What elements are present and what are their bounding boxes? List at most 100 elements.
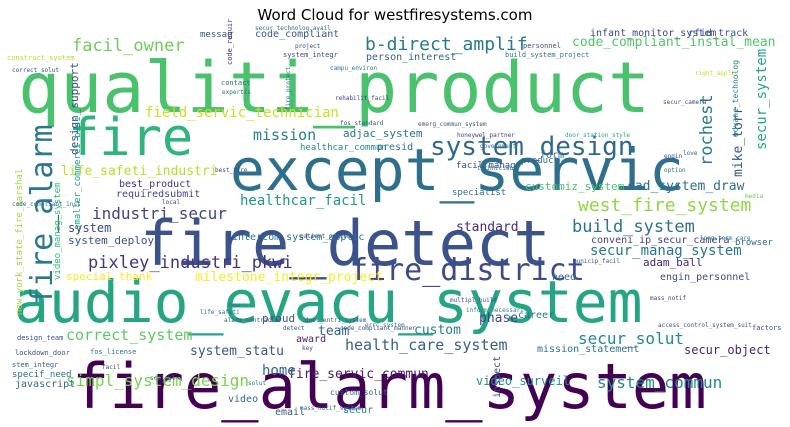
word-cloud-word: secur_manag_system — [590, 243, 742, 259]
word-cloud-word: award — [296, 334, 326, 345]
word-cloud-word: custom — [414, 323, 461, 338]
word-cloud-word: mission — [253, 126, 316, 144]
word-cloud-word: code_requir — [226, 19, 234, 65]
word-cloud-word: government — [480, 143, 517, 150]
word-cloud-word: design_team — [17, 334, 63, 342]
word-cloud-word: mass_notif — [650, 295, 687, 302]
word-cloud-word: long-term_care — [700, 235, 751, 242]
word-cloud-word: correct_system — [66, 326, 192, 344]
word-cloud-word: project — [295, 43, 321, 50]
word-cloud-word: specialist — [452, 188, 506, 198]
word-cloud-word: multipl_build — [450, 297, 497, 304]
word-cloud-word: specif_need — [12, 370, 72, 380]
word-cloud-word: errc_system — [365, 322, 405, 329]
word-cloud-word: fos_standard — [340, 120, 384, 127]
word-cloud-word: adjac_system — [343, 127, 423, 140]
word-cloud-word: code_compliant — [255, 29, 339, 40]
word-cloud-word: special_thank — [66, 270, 152, 283]
word-cloud-word: simpl_system_design — [66, 371, 249, 390]
word-cloud-word: expertis — [222, 89, 251, 96]
word-cloud-word: advanc_technolog — [731, 60, 740, 137]
word-cloud-word: infant_monitor_system — [590, 28, 716, 39]
word-cloud-word: scalabl — [150, 375, 176, 382]
word-cloud-word: code_compliant_manner — [340, 325, 416, 332]
word-cloud-word: access_control_system_suit — [658, 322, 752, 329]
word-cloud-word: field_servic_technician — [145, 105, 339, 121]
word-cloud-word: audio_evacu_system — [14, 268, 643, 336]
word-cloud-word: system_statu — [190, 344, 284, 359]
word-cloud-word: requiredsubmit — [116, 189, 200, 200]
word-cloud-word: key — [302, 345, 313, 352]
word-cloud-word: mission_statement — [537, 344, 639, 355]
word-cloud-word: system_deploy — [68, 234, 154, 247]
word-cloud-word: healthcar_facil — [240, 193, 366, 209]
word-cloud-word: construct_system — [7, 54, 74, 62]
word-cloud-word: new — [229, 302, 240, 309]
word-cloud-word: rehabilit_facil — [335, 95, 390, 102]
word-cloud-word: messag — [200, 30, 233, 40]
word-cloud-word: email — [275, 407, 305, 418]
word-cloud-word: stem_integr — [12, 361, 58, 369]
word-cloud-word: secur_technolog_avail — [255, 25, 331, 32]
word-cloud-word: life_safeti — [200, 309, 240, 316]
word-cloud-word: inform_necessari — [466, 307, 524, 314]
word-cloud-word: home — [262, 363, 296, 379]
word-cloud-word: video — [228, 394, 258, 405]
chart-title: Word Cloud for westfiresystems.com — [257, 6, 533, 24]
word-cloud-word: system_integr — [283, 51, 338, 59]
word-cloud-word: detect — [283, 325, 305, 332]
word-cloud-word: local — [162, 199, 180, 206]
word-cloud-word: adam_ball — [643, 256, 703, 269]
word-cloud-word: rochest — [697, 94, 717, 166]
word-cloud-word: pixley_industri_pkwi — [88, 253, 293, 273]
word-cloud-word: solut — [248, 380, 266, 387]
word-cloud-word: best_product — [119, 179, 191, 190]
word-cloud-word: healthcar_commun — [300, 143, 387, 153]
word-cloud-word: lockdown_door — [15, 349, 70, 357]
word-cloud-word: need — [552, 272, 576, 283]
word-cloud-word: browser — [735, 238, 774, 248]
word-cloud-word: right_applic — [695, 70, 739, 77]
word-cloud-word: west_fire_system — [578, 195, 751, 216]
word-cloud-word: personnel — [523, 42, 561, 50]
word-cloud-word: system — [68, 221, 111, 235]
word-cloud-word: inspect — [492, 356, 503, 398]
word-cloud-word: build_system_project — [505, 51, 589, 59]
word-cloud-word: secur_object — [684, 343, 771, 357]
word-cloud-word: person_interest — [366, 52, 456, 63]
word-cloud-word: door_station_style — [565, 132, 630, 139]
word-cloud-word: honeywel_partner — [457, 132, 515, 139]
word-cloud-word: code_compliant_instal_mean — [572, 35, 776, 50]
word-cloud-word: cad_system_draw — [627, 179, 745, 194]
word-cloud-word: love — [683, 150, 698, 157]
word-cloud-word: mike_torr — [731, 106, 746, 177]
word-cloud-word: health_care_system — [345, 336, 508, 354]
word-cloud-word: smaller_commerci_busi — [73, 116, 83, 230]
word-cloud-word: door_entri_system — [305, 317, 367, 324]
word-cloud-word: engin_personnel — [660, 272, 750, 283]
word-cloud-word: factors — [752, 324, 782, 332]
word-cloud-word: alarm_contractor — [224, 317, 282, 324]
word-cloud-word: patient_outcom — [300, 233, 351, 240]
word-cloud-word: facil_manag — [456, 161, 516, 171]
word-cloud-word: media — [745, 193, 763, 200]
word-cloud-word: facil_owner — [72, 36, 185, 56]
word-cloud-word: presid — [377, 142, 413, 153]
word-cloud-word: video_surveil — [476, 374, 570, 388]
word-cloud-word: fos_license — [90, 348, 136, 356]
word-cloud-word: fire_detect — [140, 207, 551, 280]
word-cloud-word: system_commun — [597, 373, 722, 392]
word-cloud-word: design_support — [68, 62, 81, 155]
word-cloud-word: code_compliant_inst — [12, 201, 81, 208]
word-cloud-word: proud — [262, 312, 295, 325]
word-cloud-word: facil — [102, 364, 120, 371]
word-cloud-word: intercom_system_applic — [232, 232, 364, 243]
word-cloud-word: campu_environ — [330, 65, 377, 72]
word-cloud-word: secur_camera — [663, 99, 707, 106]
word-cloud-word: municip_facil — [573, 258, 620, 265]
word-cloud-word: fire_alarm — [25, 124, 60, 305]
word-cloud-word: secur — [343, 405, 373, 416]
word-cloud-word: fire_district — [350, 253, 585, 288]
word-cloud-word: correct_solut — [12, 67, 59, 74]
